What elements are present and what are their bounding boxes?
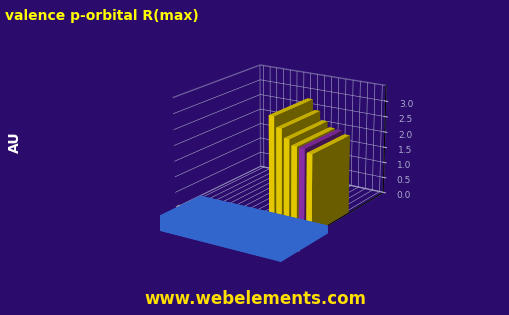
Text: AU: AU [8,131,22,152]
Text: valence p-orbital R(max): valence p-orbital R(max) [5,9,199,23]
Text: www.webelements.com: www.webelements.com [144,290,365,308]
